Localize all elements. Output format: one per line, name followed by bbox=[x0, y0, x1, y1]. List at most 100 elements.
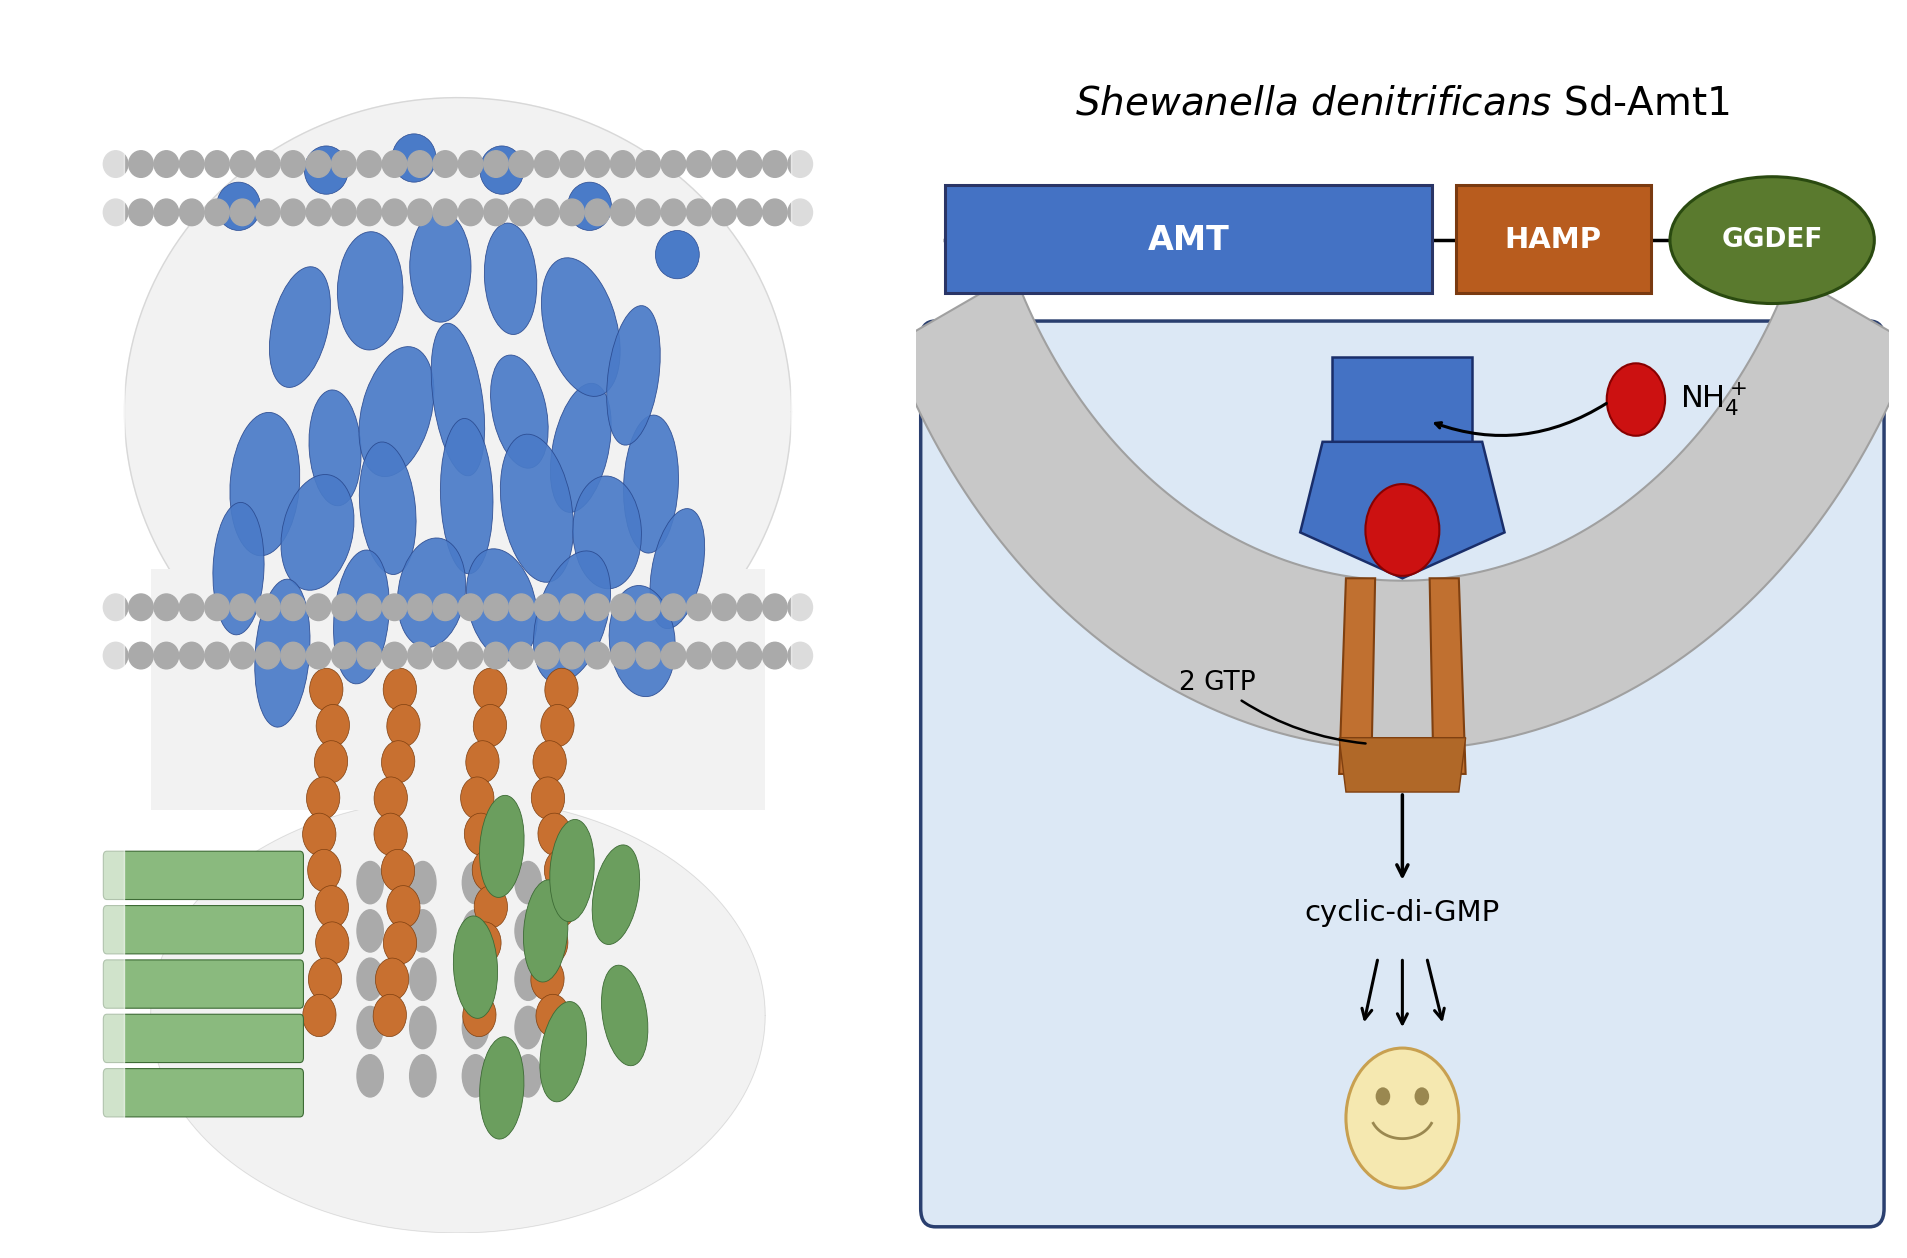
Ellipse shape bbox=[568, 182, 610, 230]
Polygon shape bbox=[1339, 737, 1465, 793]
Ellipse shape bbox=[179, 151, 204, 177]
Ellipse shape bbox=[461, 959, 494, 1000]
Ellipse shape bbox=[461, 959, 488, 1000]
Ellipse shape bbox=[256, 594, 280, 620]
Ellipse shape bbox=[515, 910, 542, 952]
Ellipse shape bbox=[305, 643, 330, 669]
FancyBboxPatch shape bbox=[103, 1014, 303, 1063]
Ellipse shape bbox=[441, 419, 492, 574]
Ellipse shape bbox=[128, 151, 153, 177]
Ellipse shape bbox=[256, 199, 280, 225]
Polygon shape bbox=[124, 98, 791, 726]
Ellipse shape bbox=[532, 741, 566, 782]
Circle shape bbox=[1365, 484, 1438, 576]
Ellipse shape bbox=[635, 643, 660, 669]
Ellipse shape bbox=[559, 643, 584, 669]
FancyBboxPatch shape bbox=[1331, 357, 1472, 442]
Ellipse shape bbox=[542, 886, 576, 928]
Ellipse shape bbox=[303, 813, 336, 855]
Ellipse shape bbox=[610, 594, 635, 620]
Ellipse shape bbox=[465, 548, 538, 660]
Ellipse shape bbox=[332, 594, 357, 620]
Ellipse shape bbox=[763, 643, 788, 669]
Text: $\it{Shewanella\ denitrificans}$ Sd-Amt1: $\it{Shewanella\ denitrificans}$ Sd-Amt1 bbox=[1074, 84, 1730, 123]
Ellipse shape bbox=[229, 413, 299, 556]
Ellipse shape bbox=[458, 643, 482, 669]
Ellipse shape bbox=[473, 668, 507, 711]
Circle shape bbox=[1413, 1087, 1428, 1106]
Ellipse shape bbox=[103, 643, 128, 669]
Ellipse shape bbox=[538, 813, 570, 855]
Ellipse shape bbox=[473, 704, 507, 747]
Ellipse shape bbox=[332, 151, 357, 177]
Ellipse shape bbox=[315, 922, 349, 964]
Ellipse shape bbox=[410, 959, 435, 1000]
Polygon shape bbox=[151, 569, 765, 810]
Ellipse shape bbox=[736, 199, 761, 225]
Ellipse shape bbox=[479, 795, 524, 897]
Ellipse shape bbox=[374, 813, 406, 855]
Ellipse shape bbox=[103, 199, 128, 225]
Ellipse shape bbox=[309, 959, 341, 1000]
Ellipse shape bbox=[381, 199, 406, 225]
Ellipse shape bbox=[383, 668, 416, 711]
Ellipse shape bbox=[536, 994, 568, 1037]
Ellipse shape bbox=[154, 594, 179, 620]
Ellipse shape bbox=[381, 151, 406, 177]
Ellipse shape bbox=[788, 199, 812, 225]
Ellipse shape bbox=[357, 199, 381, 225]
Ellipse shape bbox=[410, 211, 471, 322]
FancyBboxPatch shape bbox=[103, 1068, 303, 1117]
Ellipse shape bbox=[128, 643, 153, 669]
Ellipse shape bbox=[763, 199, 788, 225]
Ellipse shape bbox=[591, 845, 639, 945]
Ellipse shape bbox=[601, 965, 648, 1066]
Ellipse shape bbox=[534, 594, 559, 620]
Ellipse shape bbox=[374, 994, 406, 1037]
Ellipse shape bbox=[461, 862, 488, 903]
Ellipse shape bbox=[315, 886, 349, 928]
Ellipse shape bbox=[534, 199, 559, 225]
Ellipse shape bbox=[465, 741, 500, 782]
FancyBboxPatch shape bbox=[921, 321, 1882, 1227]
Ellipse shape bbox=[383, 922, 416, 964]
Polygon shape bbox=[1428, 579, 1465, 774]
Ellipse shape bbox=[305, 594, 330, 620]
Ellipse shape bbox=[540, 1001, 585, 1102]
Ellipse shape bbox=[475, 886, 507, 928]
Ellipse shape bbox=[410, 910, 435, 952]
Ellipse shape bbox=[687, 594, 711, 620]
FancyBboxPatch shape bbox=[944, 185, 1430, 293]
Ellipse shape bbox=[559, 151, 584, 177]
Ellipse shape bbox=[662, 594, 685, 620]
Ellipse shape bbox=[484, 223, 536, 335]
Ellipse shape bbox=[357, 862, 383, 903]
Ellipse shape bbox=[357, 1006, 383, 1049]
Ellipse shape bbox=[359, 442, 416, 575]
Ellipse shape bbox=[357, 959, 383, 1000]
Ellipse shape bbox=[656, 230, 700, 279]
Ellipse shape bbox=[662, 643, 685, 669]
Polygon shape bbox=[791, 25, 896, 1233]
Ellipse shape bbox=[736, 594, 761, 620]
Polygon shape bbox=[1339, 579, 1375, 774]
Ellipse shape bbox=[334, 550, 389, 684]
Ellipse shape bbox=[763, 151, 788, 177]
Circle shape bbox=[1344, 1048, 1459, 1188]
Ellipse shape bbox=[662, 199, 685, 225]
Ellipse shape bbox=[549, 384, 610, 512]
Ellipse shape bbox=[154, 151, 179, 177]
Ellipse shape bbox=[410, 1006, 435, 1049]
Ellipse shape bbox=[490, 355, 547, 468]
Ellipse shape bbox=[307, 849, 341, 892]
Ellipse shape bbox=[381, 594, 406, 620]
Ellipse shape bbox=[687, 643, 711, 669]
Ellipse shape bbox=[381, 643, 406, 669]
Ellipse shape bbox=[509, 199, 534, 225]
Ellipse shape bbox=[788, 151, 812, 177]
Ellipse shape bbox=[509, 643, 534, 669]
Ellipse shape bbox=[332, 643, 357, 669]
Ellipse shape bbox=[687, 199, 711, 225]
Ellipse shape bbox=[376, 959, 408, 1000]
Ellipse shape bbox=[515, 959, 542, 1000]
